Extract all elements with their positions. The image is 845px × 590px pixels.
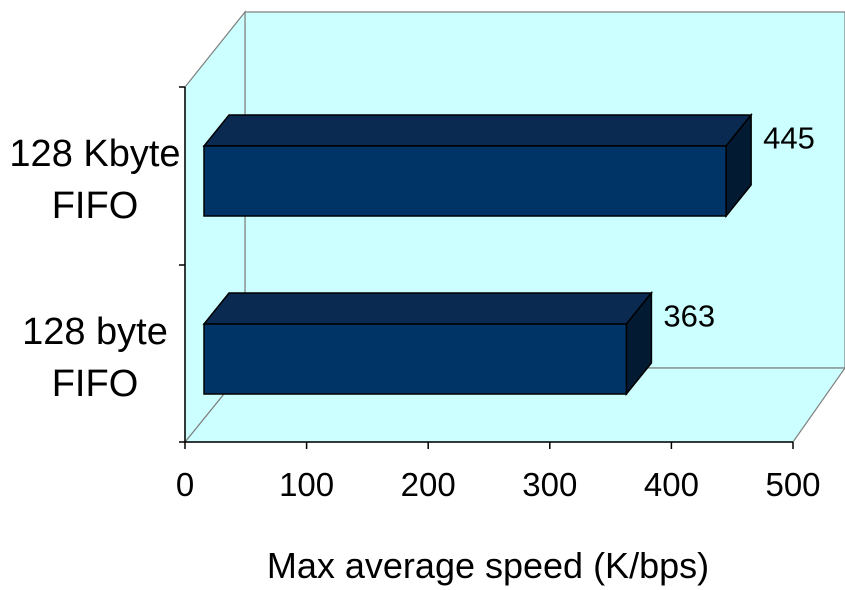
bar-top-face bbox=[202, 292, 653, 325]
x-tick-label: 100 bbox=[279, 466, 334, 503]
x-tick-label: 200 bbox=[401, 466, 456, 503]
category-label: 128 Kbyte bbox=[9, 133, 180, 175]
labels: 445 128 Kbyte FIFO 363 128 byte FIFO bbox=[9, 121, 814, 406]
x-axis-title: Max average speed (K/bps) bbox=[267, 545, 709, 586]
category-label: 128 byte bbox=[22, 311, 168, 353]
bar-1 bbox=[202, 290, 653, 397]
category-label: FIFO bbox=[52, 363, 139, 405]
bar-0 bbox=[202, 112, 753, 219]
x-tick-label: 500 bbox=[765, 466, 820, 503]
x-tick-label: 400 bbox=[644, 466, 699, 503]
category-label: FIFO bbox=[52, 185, 139, 227]
x-tick-label: 0 bbox=[176, 466, 194, 503]
data-label: 363 bbox=[663, 299, 715, 334]
bar-front-face bbox=[203, 323, 628, 395]
x-tick-label: 300 bbox=[522, 466, 577, 503]
data-label: 445 bbox=[763, 121, 815, 156]
bar-top-face bbox=[202, 114, 753, 147]
bars bbox=[202, 112, 753, 397]
x-axis: 0 100 200 300 400 500 Max average speed (K/bps… bbox=[176, 86, 821, 586]
bar-front-face bbox=[203, 145, 727, 217]
